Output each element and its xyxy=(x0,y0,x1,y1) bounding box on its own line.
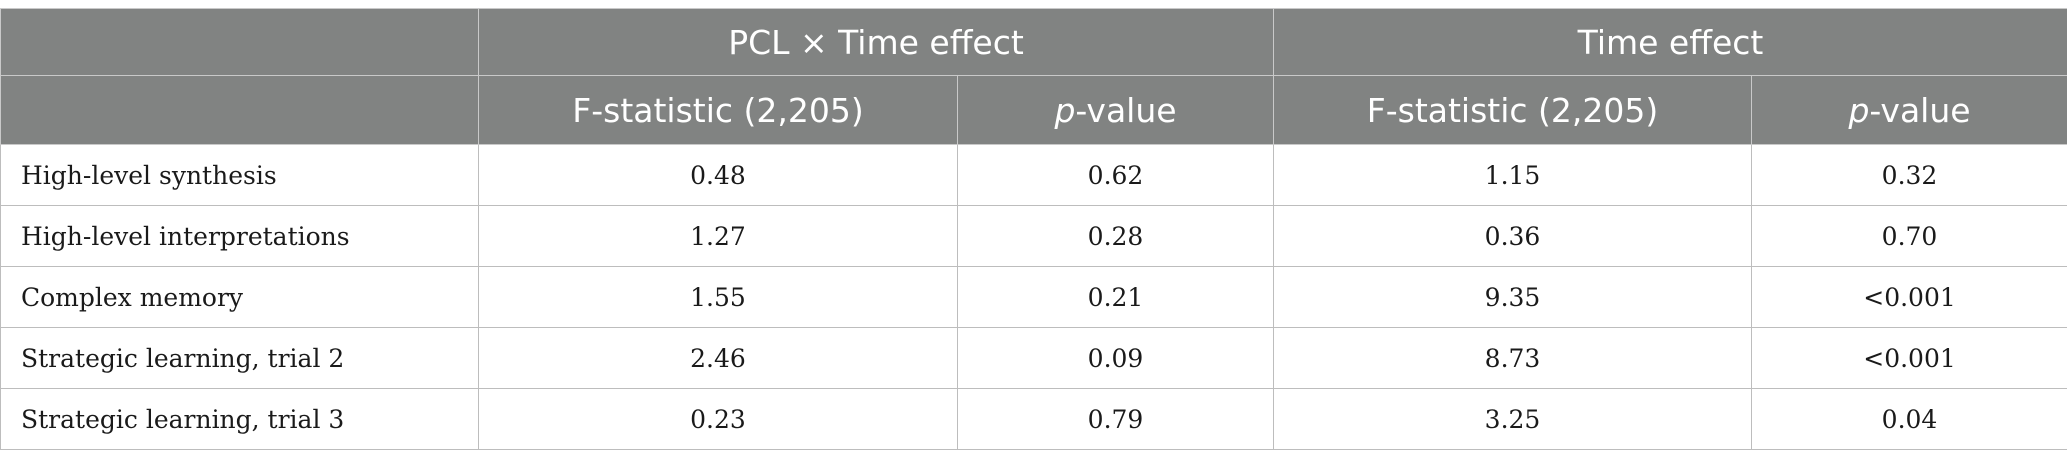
cell-f-statistic-pcl: 0.48 xyxy=(478,144,958,206)
cell-f-statistic-time: 8.73 xyxy=(1273,327,1753,389)
table-row: High-level interpretations 1.27 0.28 0.3… xyxy=(0,205,2067,267)
results-table: PCL × Time effect Time effect F-statisti… xyxy=(0,8,2067,450)
row-label: Strategic learning, trial 2 xyxy=(0,327,479,389)
results-table-container: PCL × Time effect Time effect F-statisti… xyxy=(0,8,2067,450)
cell-f-statistic-pcl: 1.55 xyxy=(478,266,958,328)
header-sub-blank-cell xyxy=(0,75,479,145)
cell-p-value-time: 0.70 xyxy=(1751,205,2067,267)
cell-p-value-pcl: 0.62 xyxy=(956,144,1275,206)
cell-p-value-pcl: 0.21 xyxy=(956,266,1275,328)
table-row: Strategic learning, trial 3 0.23 0.79 3.… xyxy=(0,388,2067,450)
cell-f-statistic-time: 1.15 xyxy=(1273,144,1753,206)
row-label: High-level synthesis xyxy=(0,144,479,206)
header-f-statistic-pcl: F-statistic (2,205) xyxy=(478,75,958,145)
row-label: High-level interpretations xyxy=(0,205,479,267)
cell-p-value-time: 0.32 xyxy=(1751,144,2067,206)
header-group-row: PCL × Time effect Time effect xyxy=(0,8,2067,76)
row-label: Complex memory xyxy=(0,266,479,328)
table-header: PCL × Time effect Time effect F-statisti… xyxy=(0,8,2067,145)
table-row: High-level synthesis 0.48 0.62 1.15 0.32 xyxy=(0,144,2067,206)
header-p-value-pcl: p-value xyxy=(956,75,1275,145)
cell-f-statistic-time: 9.35 xyxy=(1273,266,1753,328)
header-blank-cell xyxy=(0,8,479,76)
cell-p-value-pcl: 0.09 xyxy=(956,327,1275,389)
table-body: High-level synthesis 0.48 0.62 1.15 0.32… xyxy=(0,144,2067,450)
p-value-suffix: -value xyxy=(1869,90,1971,130)
cell-f-statistic-time: 0.36 xyxy=(1273,205,1753,267)
cell-f-statistic-time: 3.25 xyxy=(1273,388,1753,450)
header-time-effect: Time effect xyxy=(1273,8,2067,76)
cell-p-value-pcl: 0.28 xyxy=(956,205,1275,267)
header-p-value-time: p-value xyxy=(1751,75,2067,145)
cell-p-value-time: <0.001 xyxy=(1751,327,2067,389)
cell-f-statistic-pcl: 2.46 xyxy=(478,327,958,389)
cell-f-statistic-pcl: 0.23 xyxy=(478,388,958,450)
header-pcl-time-effect: PCL × Time effect xyxy=(477,8,1275,76)
row-label: Strategic learning, trial 3 xyxy=(0,388,479,450)
table-row: Strategic learning, trial 2 2.46 0.09 8.… xyxy=(0,327,2067,389)
cell-p-value-time: 0.04 xyxy=(1751,388,2067,450)
cell-p-value-pcl: 0.79 xyxy=(956,388,1275,450)
table-row: Complex memory 1.55 0.21 9.35 <0.001 xyxy=(0,266,2067,328)
cell-f-statistic-pcl: 1.27 xyxy=(478,205,958,267)
p-italic: p xyxy=(1848,90,1870,130)
cell-p-value-time: <0.001 xyxy=(1751,266,2067,328)
header-sub-row: F-statistic (2,205) p-value F-statistic … xyxy=(0,75,2067,145)
header-f-statistic-time: F-statistic (2,205) xyxy=(1273,75,1753,145)
p-italic: p xyxy=(1054,90,1076,130)
p-value-suffix: -value xyxy=(1075,90,1177,130)
